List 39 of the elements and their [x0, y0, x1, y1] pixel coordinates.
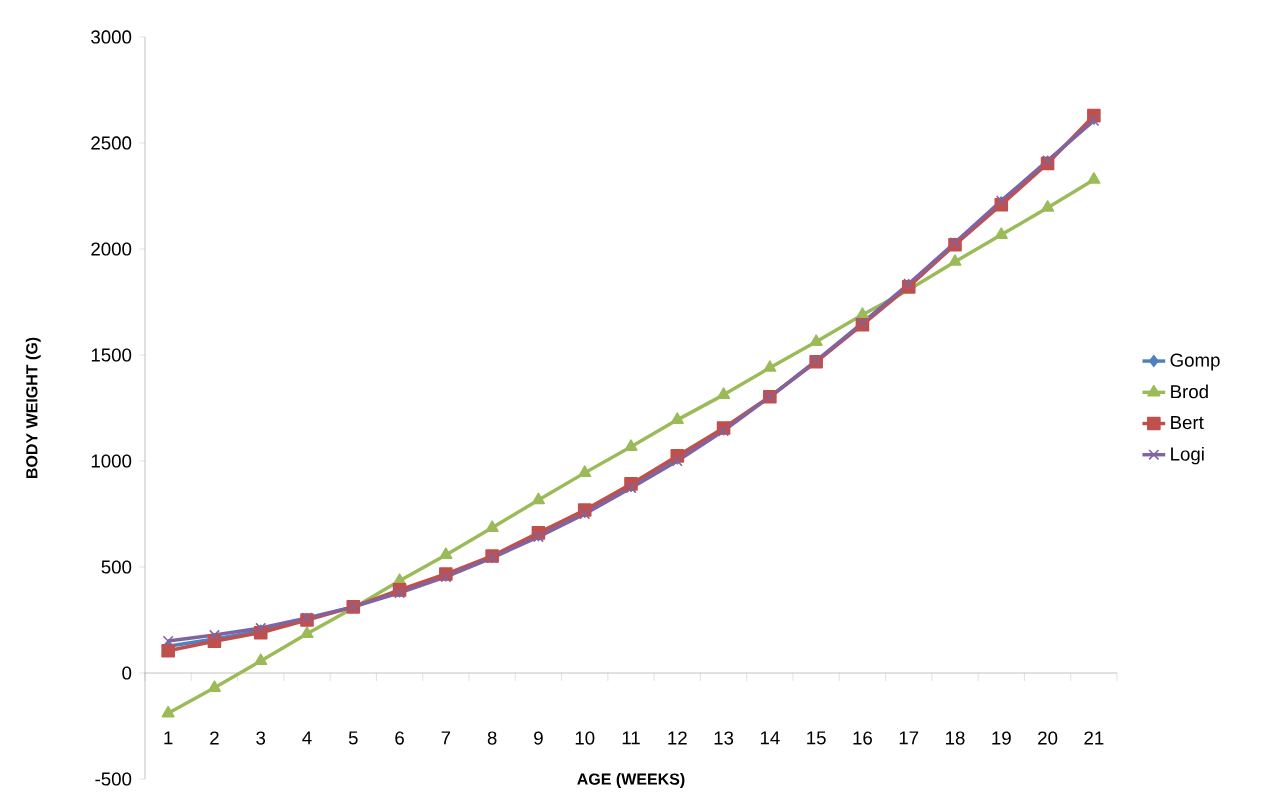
y-axis-title: BODY WEIGHT (G)	[25, 337, 41, 479]
x-tick-label: 3	[256, 731, 266, 745]
x-tick-label: 9	[534, 731, 543, 745]
x-tick-label: 6	[395, 731, 404, 745]
x-tick-label: 5	[348, 731, 358, 745]
x-axis-title: AGE (WEEKS)	[577, 773, 685, 788]
x-tick-label: 8	[487, 731, 497, 745]
x-tick-label: 19	[992, 731, 1011, 745]
x-tick-label: 17	[899, 731, 919, 745]
x-tick-label: 18	[946, 731, 965, 745]
y-tick-label: 1500	[91, 348, 132, 362]
x-tick-label: 13	[714, 731, 734, 745]
y-tick-label: 3000	[91, 30, 132, 44]
x-tick-label: 21	[1084, 731, 1104, 745]
y-tick-label: 1000	[91, 454, 132, 468]
x-tick-label: 1	[164, 731, 173, 745]
y-tick-label: 2500	[91, 136, 132, 150]
point	[207, 680, 221, 692]
legend-label: Gomp	[1170, 353, 1220, 371]
x-tick-label: 10	[575, 731, 595, 745]
x-tick-label: 2	[210, 731, 219, 745]
y-tick-label: 500	[101, 560, 132, 574]
y-tick-label: 2000	[91, 242, 132, 256]
legend-label: Bert	[1171, 416, 1204, 430]
x-tick-label: 11	[622, 731, 640, 745]
x-tick-label: 4	[302, 731, 312, 745]
x-tick-label: 12	[668, 731, 687, 745]
point	[161, 643, 175, 658]
x-tick-label: 20	[1038, 731, 1058, 745]
x-tick-label: 14	[760, 731, 780, 745]
x-tick-label: 7	[441, 731, 451, 745]
point	[161, 705, 175, 718]
legend-label: Brod	[1171, 384, 1208, 399]
y-tick-label: 0	[122, 666, 132, 680]
y-tick-label: -500	[95, 772, 132, 786]
legend-label: Logi	[1171, 446, 1204, 465]
x-tick-label: 15	[807, 731, 826, 745]
x-tick-label: 16	[853, 731, 872, 745]
point	[254, 653, 268, 666]
